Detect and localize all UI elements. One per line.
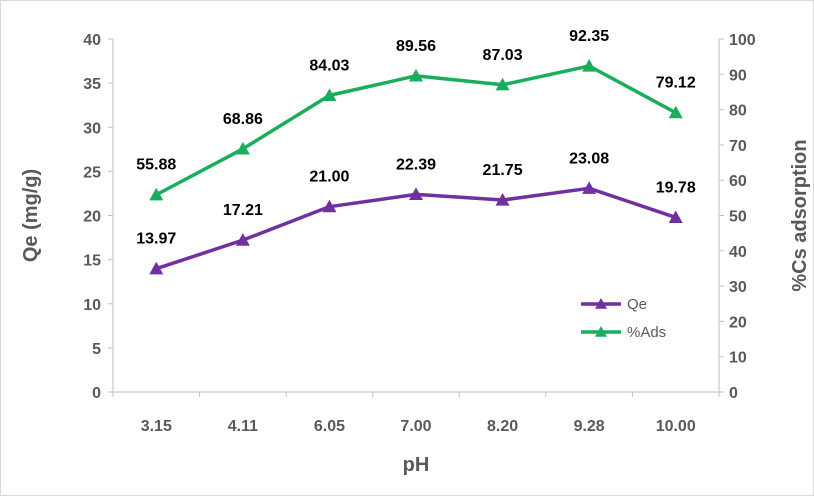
- y-tick-label: 20: [83, 209, 101, 226]
- data-label-qe: 21.75: [483, 162, 523, 179]
- legend: Qe %Ads: [581, 296, 666, 341]
- y-tick-label: 25: [83, 164, 101, 181]
- x-tick-label: 3.15: [141, 418, 172, 435]
- x-tick-label: 4.11: [228, 418, 258, 435]
- series-group: 13.97 17.21 21.00 22.39 21.75 23.08 19.78 55.88…: [136, 28, 696, 275]
- data-point-ads: [582, 59, 597, 72]
- y2-tick-label: 0: [729, 385, 738, 402]
- series-line-qe: [155, 186, 677, 271]
- data-point-ads: [235, 141, 250, 155]
- y2-tick-label: 90: [729, 67, 747, 84]
- x-tick-label: 8.20: [487, 418, 518, 435]
- data-label-qe: 22.39: [396, 156, 436, 173]
- data-label-ads: 87.03: [483, 47, 523, 64]
- y2-tick-label: 60: [729, 173, 747, 190]
- legend-ads-marker: [595, 326, 607, 337]
- data-point-ads: [149, 187, 164, 201]
- data-point-qe: [495, 193, 510, 206]
- data-point-qe: [582, 181, 597, 194]
- data-point-qe: [235, 233, 250, 246]
- data-point-qe: [149, 261, 164, 275]
- x-tick-label: 10.00: [656, 418, 696, 435]
- legend-ads-label: %Ads: [627, 324, 666, 341]
- data-point-ads: [668, 105, 683, 119]
- data-label-ads: 92.35: [569, 28, 609, 45]
- data-point-ads: [322, 88, 337, 101]
- data-label-qe: 13.97: [136, 231, 176, 248]
- data-point-ads: [495, 77, 510, 91]
- x-tick-label: 6.05: [314, 418, 345, 435]
- data-label-ads: 89.56: [396, 38, 436, 55]
- y2-tick-label: 10: [729, 350, 747, 367]
- data-label-qe: 17.21: [223, 202, 263, 219]
- y2-tick-label: 100: [729, 32, 756, 49]
- axes-group: [108, 38, 724, 397]
- y2-tick-label: 30: [729, 279, 747, 296]
- data-label-qe: 21.00: [309, 169, 349, 186]
- legend-qe-label: Qe: [627, 296, 647, 313]
- y2-tick-label: 50: [729, 209, 747, 226]
- y-tick-label: 10: [83, 297, 101, 314]
- y2-axis-title: %Cs adsorption: [789, 139, 811, 291]
- data-point-ads: [409, 68, 423, 82]
- x-axis-title: pH: [403, 454, 430, 476]
- y-axis-title: Qe (mg/g): [20, 169, 42, 262]
- x-tick-label: 9.28: [574, 418, 605, 435]
- y2-tick-label: 20: [729, 314, 747, 331]
- data-label-ads: 84.03: [309, 57, 349, 74]
- y-tick-label: 0: [92, 385, 101, 402]
- y2-tick-label: 70: [729, 138, 747, 155]
- y2-tick-label: 40: [729, 244, 747, 261]
- data-label-qe: 23.08: [569, 150, 609, 167]
- series-line-ads: [155, 64, 677, 197]
- tick-labels-group: 0 5 10 15 20 25 30 35 40 0 10 20 30 40 50 60 70 80 90 100 3.…: [83, 32, 756, 435]
- y-tick-label: 15: [83, 253, 101, 270]
- data-point-qe: [322, 199, 337, 213]
- y2-tick-label: 80: [729, 103, 747, 120]
- x-tick-label: 7.00: [400, 418, 431, 435]
- y-tick-label: 30: [83, 120, 101, 137]
- y-tick-label: 40: [83, 32, 101, 49]
- legend-qe-marker: [595, 298, 607, 309]
- data-label-ads: 55.88: [136, 157, 176, 174]
- data-point-qe: [668, 210, 683, 224]
- data-label-ads: 68.86: [223, 111, 263, 128]
- y-tick-label: 35: [83, 76, 101, 93]
- y-tick-label: 5: [92, 341, 101, 358]
- data-label-qe: 19.78: [656, 179, 696, 196]
- data-label-ads: 79.12: [656, 75, 696, 92]
- data-point-qe: [409, 187, 423, 201]
